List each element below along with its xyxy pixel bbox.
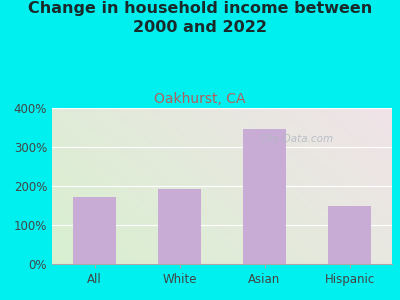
Bar [328, 206, 371, 264]
Bar [243, 129, 286, 264]
Text: Oakhurst, CA: Oakhurst, CA [154, 92, 246, 106]
Text: Change in household income between
2000 and 2022: Change in household income between 2000 … [28, 2, 372, 35]
Bar [158, 189, 201, 264]
Text: City-Data.com: City-Data.com [260, 134, 334, 144]
Bar [73, 197, 116, 264]
